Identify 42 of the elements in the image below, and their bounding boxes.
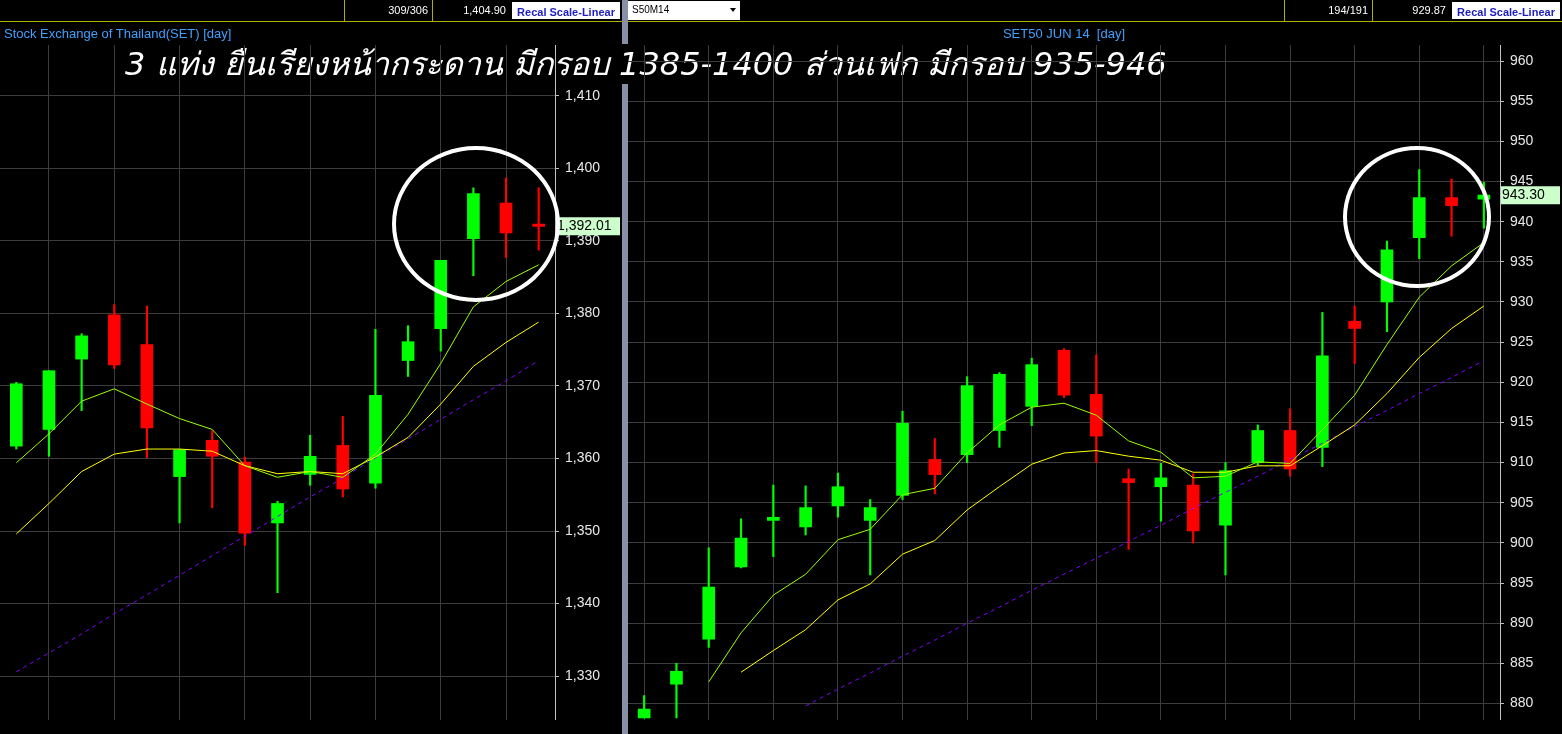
y-tick-label: 950 bbox=[1510, 132, 1534, 149]
y-tick-label: 1,340 bbox=[565, 594, 601, 611]
text: 1,404.90 bbox=[432, 0, 510, 21]
y-tick-label: 1,400 bbox=[565, 159, 601, 176]
y-tick-label: 900 bbox=[1510, 533, 1534, 550]
text: Recal Scale-Linear bbox=[1452, 2, 1560, 19]
y-tick-label: 905 bbox=[1510, 493, 1534, 510]
candlestick bbox=[863, 499, 877, 576]
candlestick bbox=[767, 484, 780, 557]
y-tick-label: 940 bbox=[1510, 212, 1534, 229]
text: 943.30 bbox=[1502, 186, 1546, 203]
y-tick-label: 1,390 bbox=[565, 231, 601, 248]
y-tick-label: 960 bbox=[1510, 51, 1534, 68]
y-tick-label: 915 bbox=[1510, 413, 1534, 430]
y-tick-label: 935 bbox=[1510, 252, 1534, 269]
y-tick-label: 885 bbox=[1510, 654, 1534, 671]
chart-title: Stock Exchange of Thailand(SET) [day] bbox=[4, 25, 232, 41]
y-tick-label: 890 bbox=[1510, 614, 1534, 631]
y-tick-label: 955 bbox=[1510, 92, 1534, 109]
y-tick-label: 930 bbox=[1510, 292, 1534, 309]
y-tick-label: 1,410 bbox=[565, 86, 601, 103]
y-tick-label: 1,380 bbox=[565, 304, 601, 321]
y-tick-label: 925 bbox=[1510, 333, 1534, 349]
line-series bbox=[805, 360, 1485, 707]
text: 309/306 bbox=[344, 0, 432, 21]
candlestick bbox=[1122, 468, 1135, 550]
y-tick-label: 1,370 bbox=[565, 376, 601, 393]
text: Recal Scale-Linear bbox=[512, 2, 620, 19]
y-tick-label: 1,350 bbox=[565, 521, 601, 538]
y-tick-label: 1,360 bbox=[565, 449, 601, 466]
y-tick-label: 920 bbox=[1510, 373, 1534, 390]
text: 929.87 bbox=[1372, 0, 1450, 21]
y-tick-label: 895 bbox=[1510, 573, 1534, 590]
y-tick-label: 880 bbox=[1510, 694, 1534, 711]
y-tick-label: 910 bbox=[1510, 453, 1534, 470]
y-tick-label: 1,330 bbox=[565, 666, 601, 683]
text: 194/191 bbox=[1284, 0, 1372, 21]
text: 1,392.01 bbox=[557, 217, 612, 234]
text: S50M14 bbox=[628, 1, 740, 20]
y-tick-label: 945 bbox=[1510, 172, 1534, 189]
candlestick bbox=[532, 187, 546, 251]
chart-title: SET50 JUN 14 [day] bbox=[1002, 25, 1126, 41]
